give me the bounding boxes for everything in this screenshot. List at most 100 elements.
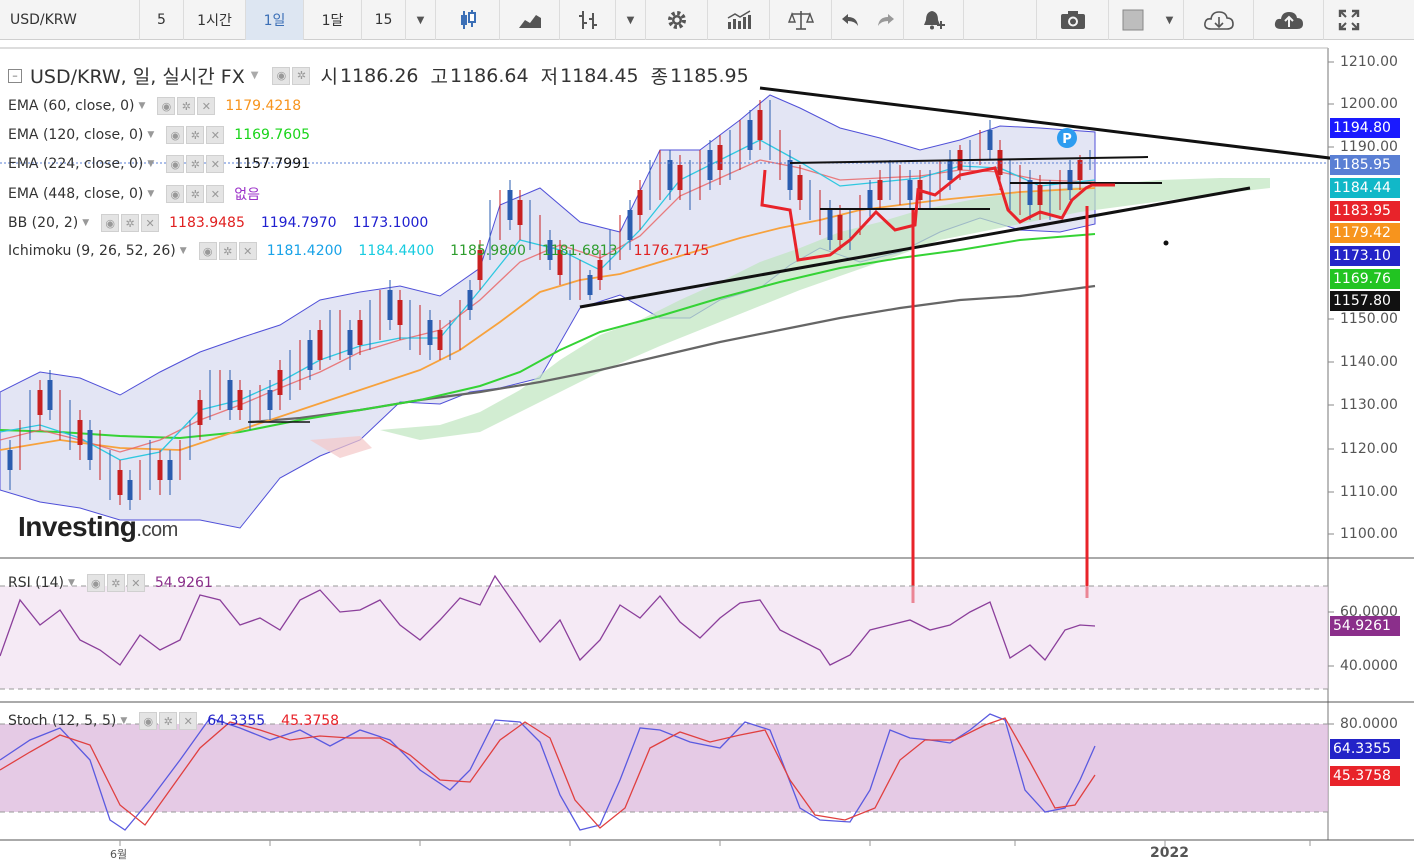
eye-icon[interactable]: ◉ (157, 97, 176, 115)
chevron-down-icon[interactable]: ▼ (120, 716, 128, 726)
gear-icon[interactable]: ✲ (186, 185, 205, 203)
gear-icon[interactable]: ✲ (218, 242, 237, 260)
color-button[interactable] (1108, 0, 1156, 40)
rsi-tag: 54.9261 (1330, 616, 1400, 636)
price-tag: 1185.95 (1330, 155, 1400, 175)
indicator-controls: ◉ ✲ ✕ (166, 185, 226, 203)
indicator-controls: ◉ ✲ ✕ (166, 155, 226, 173)
eye-icon[interactable]: ◉ (139, 712, 158, 730)
close-icon[interactable]: ✕ (197, 97, 216, 115)
collapse-icon[interactable]: – (8, 68, 22, 83)
gear-icon[interactable]: ✲ (292, 66, 311, 85)
indicator-name[interactable]: Ichimoku (9, 26, 52, 26) (8, 243, 176, 259)
undo-button[interactable] (832, 0, 868, 40)
symbol-field[interactable]: USD/KRW (0, 0, 140, 40)
scale-icon (787, 11, 814, 30)
indicator-name[interactable]: BB (20, 2) (8, 215, 79, 231)
eye-icon[interactable]: ◉ (166, 185, 185, 203)
stoch-name[interactable]: Stoch (12, 5, 5) (8, 713, 117, 729)
eye-icon[interactable]: ◉ (198, 242, 217, 260)
chevron-down-icon: ▼ (626, 14, 635, 26)
indicator-value: 1179.4218 (225, 98, 302, 114)
candlestick-icon (460, 10, 476, 29)
indicator-name[interactable]: EMA (120, close, 0) (8, 127, 144, 143)
close-icon[interactable]: ✕ (238, 242, 257, 260)
close-value: 1185.95 (670, 64, 749, 87)
gear-icon[interactable]: ✲ (177, 97, 196, 115)
close-icon[interactable]: ✕ (206, 126, 225, 144)
indicator-controls: ◉ ✲ ✕ (101, 214, 161, 232)
compare-button[interactable] (770, 0, 832, 40)
indicator-name[interactable]: EMA (60, close, 0) (8, 98, 135, 114)
chart-title[interactable]: USD/KRW, 일, 실시간 FX (30, 66, 245, 88)
bar-chart-button[interactable] (560, 0, 616, 40)
close-icon[interactable]: ✕ (126, 574, 145, 592)
eye-icon[interactable]: ◉ (166, 155, 185, 173)
eye-icon[interactable]: ◉ (272, 66, 291, 85)
indicators-button[interactable] (708, 0, 770, 40)
indicator-legend-row: BB (20, 2) ▼ ◉ ✲ ✕ 1183.9485 1194.7970 1173.100… (8, 214, 444, 232)
p-badge-icon[interactable] (1057, 128, 1077, 148)
screenshot-button[interactable] (1036, 0, 1108, 40)
chevron-down-icon[interactable]: ▼ (147, 159, 155, 169)
gear-icon[interactable]: ✲ (121, 214, 140, 232)
gear-icon[interactable]: ✲ (159, 712, 178, 730)
candle-type-button[interactable] (436, 0, 500, 40)
fullscreen-icon (1338, 9, 1360, 31)
indicator-value: 1181.6813 (541, 243, 618, 259)
title-controls: ◉ ✲ (272, 66, 311, 85)
close-icon[interactable]: ✕ (141, 214, 160, 232)
drawn-trendlines (248, 86, 1363, 423)
interval-1m-button[interactable]: 1달 (304, 0, 362, 40)
close-icon[interactable]: ✕ (179, 712, 198, 730)
interval-1m-label: 1달 (321, 13, 344, 29)
close-label: 종 (650, 66, 669, 88)
fullscreen-button[interactable] (1324, 0, 1374, 40)
price-tag: 1173.10 (1330, 246, 1400, 266)
price-chart[interactable]: P (0, 40, 1414, 864)
chevron-down-icon[interactable]: ▼ (179, 246, 187, 256)
chevron-down-icon[interactable]: ▼ (147, 130, 155, 140)
color-dropdown[interactable]: ▼ (1156, 0, 1184, 40)
settings-button[interactable] (646, 0, 708, 40)
eye-icon[interactable]: ◉ (101, 214, 120, 232)
load-chart-button[interactable] (1184, 0, 1254, 40)
chart-title-row: – USD/KRW, 일, 실시간 FX ▼ ◉ ✲ 시 1186.26 고 118… (8, 62, 749, 89)
price-axis-label: 1210.00 (1340, 54, 1398, 70)
indicator-name[interactable]: EMA (448, close, 0) (8, 186, 144, 202)
chevron-down-icon[interactable]: ▼ (67, 578, 75, 588)
indicator-controls: ◉ ✲ ✕ (157, 97, 217, 115)
interval-1d-button[interactable]: 1일 (246, 0, 304, 40)
close-icon[interactable]: ✕ (206, 185, 225, 203)
chevron-down-icon[interactable]: ▼ (147, 189, 155, 199)
alert-button[interactable] (904, 0, 964, 40)
interval-dropdown-button[interactable]: ▼ (406, 0, 436, 40)
redo-button[interactable] (868, 0, 904, 40)
rsi-name[interactable]: RSI (14) (8, 575, 64, 591)
chevron-down-icon[interactable]: ▼ (82, 218, 90, 228)
close-icon[interactable]: ✕ (206, 155, 225, 173)
indicator-name[interactable]: EMA (224, close, 0) (8, 156, 144, 172)
price-tag: 1179.42 (1330, 223, 1400, 243)
time-axis-label: 2022 (1150, 845, 1189, 861)
interval-15-button[interactable]: 15 (362, 0, 406, 40)
indicator-legend-row: EMA (120, close, 0) ▼ ◉ ✲ ✕ 1169.7605 (8, 126, 326, 144)
chart-type-dropdown[interactable]: ▼ (616, 0, 646, 40)
open-value: 1186.26 (339, 64, 419, 87)
investing-logo: Investing.com (18, 511, 178, 543)
interval-1h-button[interactable]: 1시간 (184, 0, 246, 40)
interval-5-button[interactable]: 5 (140, 0, 184, 40)
eye-icon[interactable]: ◉ (166, 126, 185, 144)
chevron-down-icon[interactable]: ▼ (138, 101, 146, 111)
eye-icon[interactable]: ◉ (86, 574, 105, 592)
logo-suffix: .com (136, 519, 178, 541)
price-axis-label: 1200.00 (1340, 96, 1398, 112)
gear-icon[interactable]: ✲ (186, 126, 205, 144)
indicator-legend-row: EMA (224, close, 0) ▼ ◉ ✲ ✕ 1157.7991 (8, 155, 326, 173)
chevron-down-icon[interactable]: ▼ (250, 70, 259, 81)
ohlc-bars-icon (578, 11, 597, 29)
area-chart-button[interactable] (500, 0, 560, 40)
save-chart-button[interactable] (1254, 0, 1324, 40)
gear-icon[interactable]: ✲ (186, 155, 205, 173)
gear-icon[interactable]: ✲ (106, 574, 125, 592)
